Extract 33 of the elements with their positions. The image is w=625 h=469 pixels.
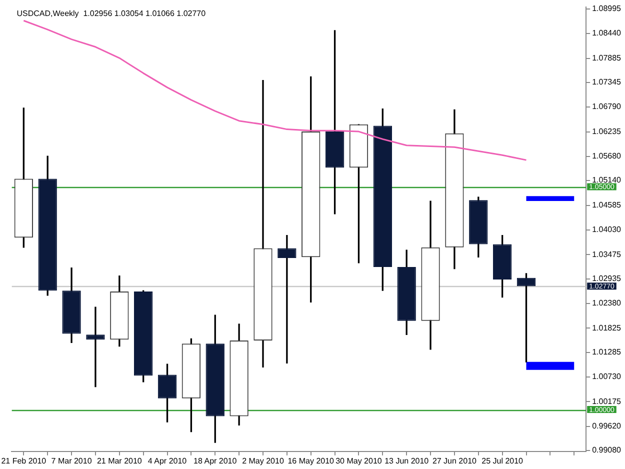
y-tick-label: 1.06790 [592,102,622,112]
y-tick-label: 1.01285 [592,347,622,356]
x-tick-label: 2 May 2010 [242,456,284,466]
y-tick-label: 1.05140 [592,176,622,185]
y-tick-label: 1.06235 [592,126,622,136]
y-tick-label: 1.00175 [592,396,622,406]
x-tick-label: 21 Mar 2010 [96,456,142,466]
y-tick-label: 1.02380 [592,298,622,308]
y-tick-label: 1.01825 [592,323,622,332]
y-tick-label: 1.04030 [592,225,622,234]
y-tick-label: 1.05680 [592,152,622,161]
y-tick-label: 1.00730 [592,372,622,382]
candlestick [278,235,296,364]
y-tick-label: 0.99620 [592,422,622,431]
chart-title: USDCAD,Weekly 1.02956 1.03054 1.01066 1.02770 [16,9,206,18]
y-tick-label: 1.02935 [592,274,622,283]
candlestick [86,306,105,388]
y-tick-label: 1.07345 [592,78,622,87]
x-tick-label: 25 Jul 2010 [482,456,524,466]
y-tick-label: 1.04585 [592,200,622,210]
x-tick-label: 7 Mar 2010 [51,456,92,466]
x-tick-label: 27 Jun 2010 [432,456,478,466]
x-tick-label: 16 May 2010 [288,456,335,466]
x-tick-label: 21 Feb 2010 [1,456,47,466]
y-tick-label: 0.99080 [592,446,622,455]
y-tick-label: 1.08995 [592,4,622,14]
x-tick-label: 13 Jun 2010 [384,456,430,466]
y-tick-label: 1.07885 [592,53,622,62]
x-tick-label: 30 May 2010 [336,456,382,466]
x-tick-label: 4 Apr 2010 [148,456,188,466]
x-tick-label: 18 Apr 2010 [194,456,238,466]
y-tick-label: 1.08440 [592,28,622,38]
y-tick-label: 1.03475 [592,250,622,259]
